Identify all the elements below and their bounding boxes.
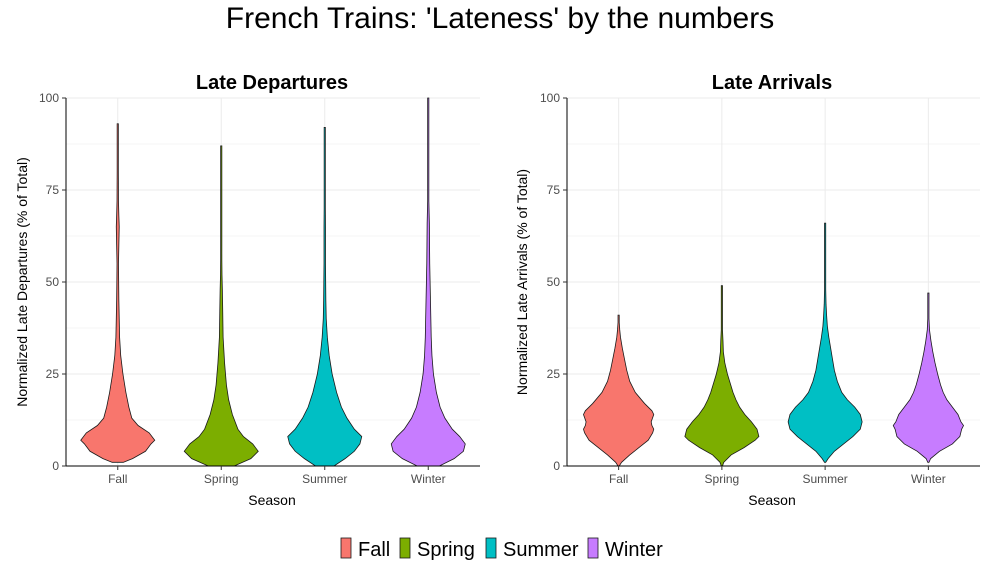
legend-key-spring	[399, 537, 411, 559]
violin-late-arrivals-fall	[583, 314, 655, 467]
panel-late-arrivals: 0 25 50 75 100 Fall Spring Summer Winter Late Ar…	[514, 72, 980, 508]
violin-late-arrivals-winter	[892, 292, 964, 463]
legend-key-winter	[587, 537, 599, 559]
y-axis-title-late-departures: Normalized Late Departures (% of Total)	[14, 157, 30, 407]
y-tick-label-25: 25	[46, 367, 60, 381]
x-tick-label-fall: Fall	[609, 472, 628, 486]
y-tick-label-50: 50	[46, 275, 60, 289]
x-tick-label-fall: Fall	[108, 472, 127, 486]
y-axis-title-late-arrivals: Normalized Late Arrivals (% of Total)	[514, 169, 530, 395]
legend-label-winter: Winter	[605, 539, 663, 561]
y-tick-label-75: 75	[547, 183, 561, 197]
x-axis-title-late-departures: Season	[248, 492, 295, 508]
y-tick-label-75: 75	[46, 183, 60, 197]
y-tick-label-100: 100	[540, 91, 560, 105]
violin-late-arrivals-spring	[684, 285, 760, 467]
x-tick-label-spring: Spring	[705, 472, 740, 486]
plot-area-late-departures: 0 25 50 75 100 Fall Spring Summer Winter	[39, 91, 480, 486]
y-tick-label-0: 0	[553, 459, 560, 473]
y-tick-label-50: 50	[547, 275, 561, 289]
violin-late-departures-summer	[287, 127, 363, 467]
legend-label-fall: Fall	[358, 539, 390, 561]
x-tick-label-summer: Summer	[802, 472, 847, 486]
legend-label-spring: Spring	[417, 539, 475, 561]
y-tick-label-100: 100	[39, 91, 59, 105]
legend-key-fall	[340, 537, 352, 559]
x-tick-label-spring: Spring	[204, 472, 239, 486]
violin-late-departures-spring	[183, 145, 259, 467]
legend-key-summer	[485, 537, 497, 559]
violin-late-departures-fall	[80, 123, 156, 463]
panel-title-late-departures: Late Departures	[196, 72, 348, 94]
plot-area-late-arrivals: 0 25 50 75 100 Fall Spring Summer Winter	[540, 91, 980, 486]
panel-title-late-arrivals: Late Arrivals	[712, 72, 832, 94]
y-tick-label-25: 25	[547, 367, 561, 381]
y-tick-label-0: 0	[52, 459, 59, 473]
violin-late-departures-winter	[390, 97, 466, 467]
x-axis-title-late-arrivals: Season	[748, 492, 795, 508]
x-tick-label-summer: Summer	[302, 472, 347, 486]
violin-late-arrivals-summer	[787, 222, 863, 463]
legend: Fall Spring Summer Winter	[340, 537, 663, 561]
legend-label-summer: Summer	[503, 539, 579, 561]
chart-main-title: French Trains: 'Lateness' by the numbers	[226, 2, 774, 35]
x-tick-label-winter: Winter	[911, 472, 946, 486]
panel-late-departures: 0 25 50 75 100 Fall Spring Summer Winter Late De…	[14, 72, 480, 508]
x-tick-label-winter: Winter	[411, 472, 446, 486]
